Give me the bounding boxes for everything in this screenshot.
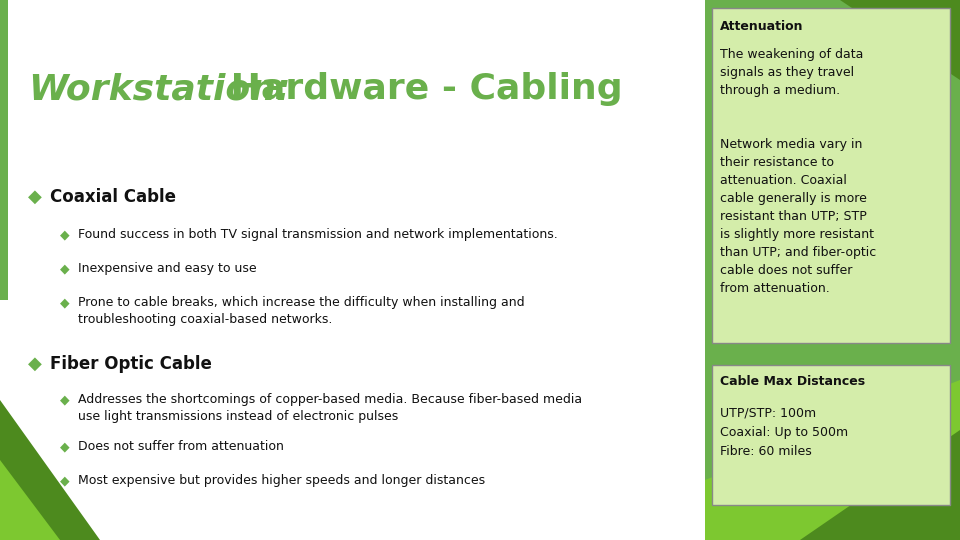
- Text: ◆: ◆: [28, 188, 42, 206]
- Text: The weakening of data
signals as they travel
through a medium.: The weakening of data signals as they tr…: [720, 48, 863, 97]
- Bar: [712, 8, 950, 343]
- Text: Prone to cable breaks, which increase the difficulty when installing and
trouble: Prone to cable breaks, which increase th…: [78, 296, 524, 326]
- Text: ◆: ◆: [60, 262, 70, 275]
- Text: Does not suffer from attenuation: Does not suffer from attenuation: [78, 440, 284, 453]
- Text: Addresses the shortcomings of copper-based media. Because fiber-based media
use : Addresses the shortcomings of copper-bas…: [78, 393, 582, 423]
- Text: Cable Max Distances: Cable Max Distances: [720, 375, 865, 388]
- Text: Attenuation: Attenuation: [720, 20, 804, 33]
- Polygon shape: [705, 380, 960, 540]
- Text: Coaxial Cable: Coaxial Cable: [50, 188, 176, 206]
- Text: Inexpensive and easy to use: Inexpensive and easy to use: [78, 262, 256, 275]
- Polygon shape: [0, 400, 100, 540]
- Text: ◆: ◆: [28, 355, 42, 373]
- Text: Most expensive but provides higher speeds and longer distances: Most expensive but provides higher speed…: [78, 474, 485, 487]
- Text: ◆: ◆: [60, 393, 70, 406]
- Text: Hardware - Cabling: Hardware - Cabling: [218, 72, 623, 106]
- Text: ◆: ◆: [60, 440, 70, 453]
- Bar: [0, 0, 8, 300]
- Polygon shape: [800, 430, 960, 540]
- Text: Network media vary in
their resistance to
attenuation. Coaxial
cable generally i: Network media vary in their resistance t…: [720, 138, 876, 295]
- Bar: [705, 0, 960, 540]
- Text: Fiber Optic Cable: Fiber Optic Cable: [50, 355, 212, 373]
- Polygon shape: [840, 0, 960, 80]
- Text: ◆: ◆: [60, 228, 70, 241]
- Text: Found success in both TV signal transmission and network implementations.: Found success in both TV signal transmis…: [78, 228, 558, 241]
- Polygon shape: [0, 460, 60, 540]
- Text: ◆: ◆: [60, 296, 70, 309]
- Text: UTP/STP: 100m
Coaxial: Up to 500m
Fibre: 60 miles: UTP/STP: 100m Coaxial: Up to 500m Fibre:…: [720, 407, 848, 458]
- Text: ◆: ◆: [60, 474, 70, 487]
- Bar: [712, 365, 950, 505]
- Text: Workstation:: Workstation:: [28, 72, 291, 106]
